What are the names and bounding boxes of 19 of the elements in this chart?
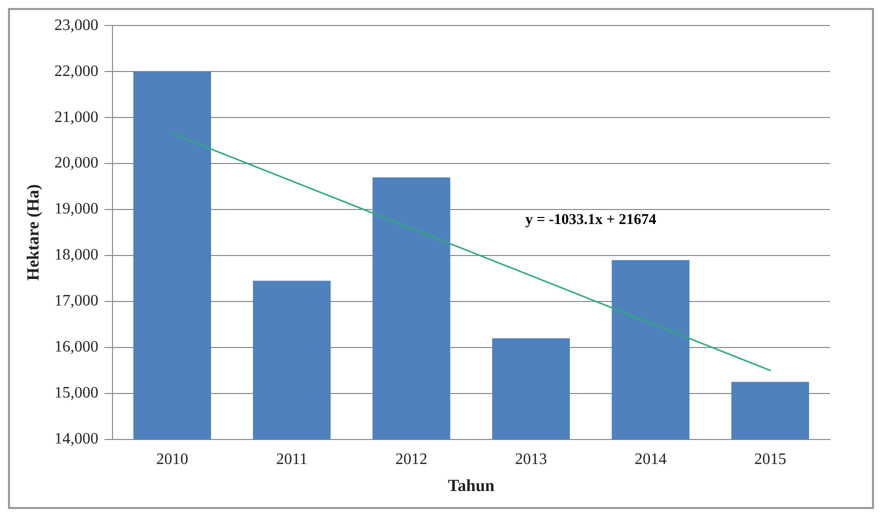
x-axis-title: Tahun (448, 476, 496, 496)
x-tick-label: 2014 (634, 451, 667, 468)
x-tick-label: 2015 (754, 451, 786, 468)
x-tick-label: 2011 (276, 451, 308, 468)
y-tick-label: 16,000 (54, 338, 98, 356)
x-tick-label: 2013 (515, 451, 547, 468)
y-tick-label: 14,000 (54, 430, 98, 448)
x-tick-label: 2012 (395, 451, 428, 468)
y-tick-label: 23,000 (54, 16, 98, 34)
y-tick-label: 21,000 (54, 108, 98, 126)
y-axis-title: Hektare (Ha) (24, 184, 43, 281)
y-tick-label: 17,000 (54, 292, 98, 310)
y-tick-label: 18,000 (54, 246, 98, 264)
y-tick-label: 22,000 (54, 62, 98, 80)
annotation: y = -1033.1x + 21674 (525, 212, 657, 228)
y-tick-label: 15,000 (54, 384, 98, 402)
y-tick-label: 19,000 (54, 200, 98, 218)
y-tick-label: 20,000 (54, 154, 98, 172)
x-tick-label: 2010 (156, 451, 188, 468)
